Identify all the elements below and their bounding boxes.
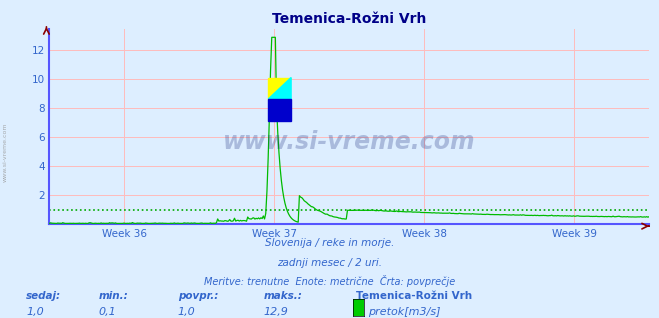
Text: pretok[m3/s]: pretok[m3/s] [368, 307, 440, 317]
Text: zadnji mesec / 2 uri.: zadnji mesec / 2 uri. [277, 258, 382, 267]
Text: povpr.:: povpr.: [178, 291, 218, 301]
Title: Temenica-Rožni Vrh: Temenica-Rožni Vrh [272, 12, 426, 26]
Text: www.si-vreme.com: www.si-vreme.com [223, 130, 476, 154]
Polygon shape [268, 99, 291, 121]
Text: maks.:: maks.: [264, 291, 302, 301]
Text: sedaj:: sedaj: [26, 291, 61, 301]
Text: 1,0: 1,0 [26, 307, 44, 317]
Text: Temenica-Rožni Vrh: Temenica-Rožni Vrh [356, 291, 472, 301]
Text: 1,0: 1,0 [178, 307, 196, 317]
Text: www.si-vreme.com: www.si-vreme.com [3, 123, 8, 183]
Text: 12,9: 12,9 [264, 307, 289, 317]
Text: min.:: min.: [99, 291, 129, 301]
Text: Meritve: trenutne  Enote: metrične  Črta: povprečje: Meritve: trenutne Enote: metrične Črta: … [204, 275, 455, 287]
Text: Slovenija / reke in morje.: Slovenija / reke in morje. [265, 238, 394, 248]
Polygon shape [268, 78, 291, 99]
Text: 0,1: 0,1 [99, 307, 117, 317]
Polygon shape [268, 78, 291, 99]
